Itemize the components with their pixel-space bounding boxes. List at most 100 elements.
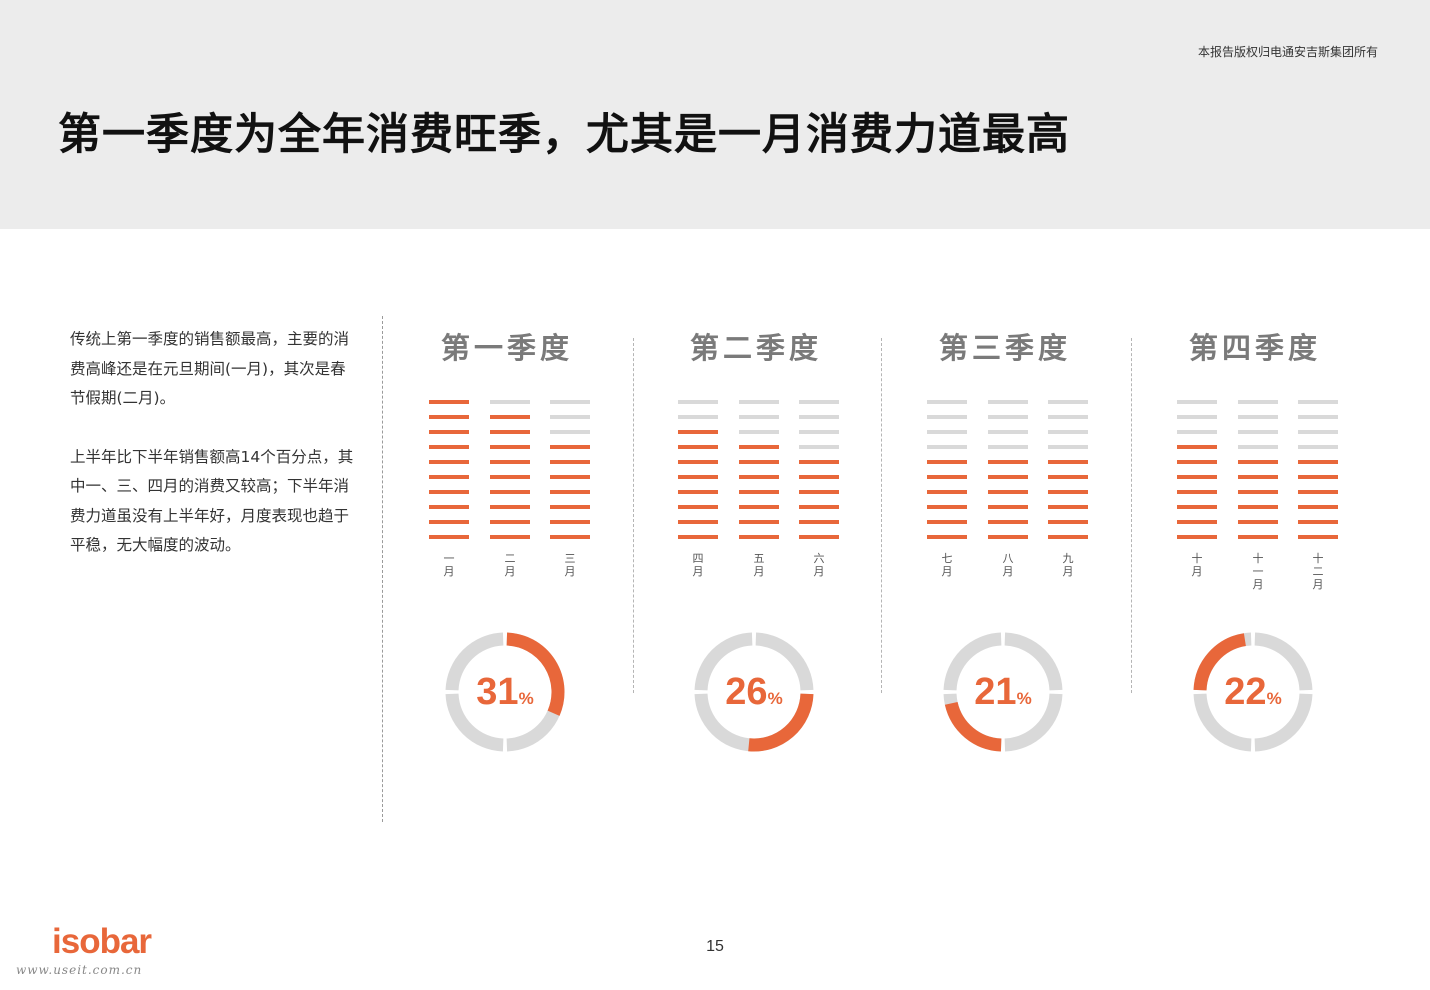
bar-segment-filled [550,505,590,509]
bar-segment-filled [927,505,967,509]
bar-segment-empty [1298,400,1338,404]
share-percent: 31% [440,670,570,721]
bar-segment-filled [1238,535,1278,539]
bar-segment-filled [1298,535,1338,539]
copyright-note: 本报告版权归电通安吉斯集团所有 [1197,45,1378,59]
month-label: 八月 [1002,552,1014,578]
bar-segment-filled [1048,460,1088,464]
bar-segment-filled [1298,490,1338,494]
quarter-3: 第三季度七月 八月 九月 21% [880,320,1130,760]
bar-segment-filled [678,490,718,494]
bar-segment-filled [550,520,590,524]
month-label: 九月 [1062,552,1074,578]
share-percent: 26% [689,670,819,721]
bar-segment-empty [678,415,718,419]
bar-segment-filled [678,475,718,479]
watermark: www.useit.com.cn [16,963,143,977]
bar-segment-empty [1048,430,1088,434]
bar-segment-filled [678,520,718,524]
quarter-1: 第一季度一月 二月 三月 31% [382,320,632,760]
bar-segment-filled [988,460,1028,464]
bar-segment-empty [799,430,839,434]
bar-segment-filled [678,505,718,509]
bar-segment-empty [988,415,1028,419]
share-donut: 22% [1188,627,1318,757]
bar-segment-filled [1238,505,1278,509]
bar-segment-filled [739,520,779,524]
donut-track-segment [943,632,1002,691]
quarter-2: 第二季度四月 五月 六月 26% [631,320,881,760]
bar-segment-empty [550,400,590,404]
bar-segment-filled [490,505,530,509]
share-percent: 21% [938,670,1068,721]
month-label: 一月 [443,552,455,578]
page-number: 15 [706,938,724,955]
bar-segment-empty [739,415,779,419]
bar-segment-filled [1298,460,1338,464]
donut-share-arc [944,701,1002,752]
bar-segment-filled [490,430,530,434]
description-paragraph-1: 传统上第一季度的销售额最高，主要的消费高峰还是在元旦期间(一月)，其次是春节假期… [70,330,350,407]
bar-segment-filled [678,430,718,434]
bar-segment-filled [1238,520,1278,524]
bar-segment-filled [678,460,718,464]
bar-segment-filled [988,490,1028,494]
bar-segment-filled [490,490,530,494]
bar-segment-filled [799,505,839,509]
bar-segment-filled [1048,505,1088,509]
bar-segment-filled [1298,520,1338,524]
bar-segment-filled [927,460,967,464]
bar-segment-filled [1048,475,1088,479]
bar-segment-filled [799,460,839,464]
bar-segment-filled [739,490,779,494]
bar-segment-filled [1238,490,1278,494]
bar-segment-empty [490,400,530,404]
percent-symbol: % [1016,689,1032,708]
share-donut: 31% [440,627,570,757]
percent-symbol: % [1266,689,1282,708]
donut-share-arc [506,632,565,716]
section-divider [382,316,383,822]
isobar-logo: isobar [52,922,152,961]
bar-segment-filled [490,535,530,539]
bar-segment-empty [988,445,1028,449]
bar-segment-filled [429,520,469,524]
bar-segment-filled [429,415,469,419]
bar-segment-filled [988,520,1028,524]
donut-share-arc [1193,633,1247,691]
share-value: 22 [1224,671,1267,713]
bar-segment-filled [739,475,779,479]
bar-segment-filled [490,445,530,449]
bar-segment-empty [1238,400,1278,404]
bar-segment-filled [1177,490,1217,494]
donut-track-segment [755,632,814,691]
share-value: 31 [476,671,519,713]
quarter-title: 第三季度 [938,331,1071,365]
bar-segment-empty [988,400,1028,404]
quarter-divider-2 [881,338,882,693]
share-percent: 22% [1188,670,1318,721]
bar-segment-filled [1298,505,1338,509]
donut-track-segment [445,632,504,691]
bar-segment-filled [927,475,967,479]
bar-segment-filled [1048,490,1088,494]
bar-segment-filled [678,535,718,539]
month-label: 四月 [692,552,704,578]
bar-segment-empty [1048,400,1088,404]
bar-segment-filled [429,445,469,449]
bar-segment-filled [739,505,779,509]
bar-segment-empty [1177,415,1217,419]
share-value: 21 [974,671,1017,713]
percent-symbol: % [518,689,534,708]
share-donut: 21% [938,627,1068,757]
bar-segment-filled [429,400,469,404]
bar-segment-filled [1238,460,1278,464]
donut-track-segment [1004,693,1063,752]
donut-track-segment [1193,693,1252,752]
share-value: 26 [725,671,768,713]
bar-segment-filled [490,520,530,524]
bar-segment-empty [1177,400,1217,404]
bar-segment-filled [550,535,590,539]
bar-segment-empty [1238,415,1278,419]
bar-segment-filled [1177,520,1217,524]
